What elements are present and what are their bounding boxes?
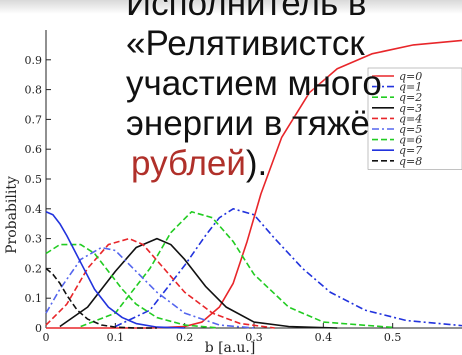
chart-legend: q=0q=1q=2q=3q=4q=5q=6q=7q=8 (367, 67, 462, 170)
series-line-q6 (45, 243, 220, 329)
x-tick-label: 0.2 (176, 331, 194, 344)
legend-entry: q=1 (399, 81, 422, 94)
chart-axes: 0 0.1 0.2 0.3 0.4 0.5 0 0.1 0.2 0.3 0.4 0.5 0.6 0.7 0.… (25, 30, 462, 344)
y-tick-label: 0 (35, 322, 42, 335)
legend-entry: q=0 (399, 70, 422, 83)
series-line-q1 (114, 208, 462, 328)
y-tick-label: 0.5 (25, 173, 43, 186)
series-line-q2 (80, 210, 393, 329)
overlay-line-1: Исполнитель в (126, 0, 367, 23)
y-tick-label: 0.3 (25, 233, 43, 246)
slide-top-decoration (0, 0, 462, 14)
legend-entry: q=7 (399, 144, 422, 157)
y-tick-label: 0.4 (25, 203, 43, 216)
x-tick-label: 0.4 (315, 331, 333, 344)
y-tick-label: 0.9 (25, 54, 43, 67)
legend-entry: q=5 (399, 123, 422, 136)
series-line-q5 (45, 246, 255, 329)
x-tick-label: 0.3 (245, 331, 263, 344)
legend-entry: q=3 (399, 102, 422, 115)
overlay-line-5-tail: ). (245, 144, 268, 183)
slide-text-overlay: Исполнитель в «Релятивистск участием мно… (126, 0, 462, 184)
y-tick-label: 0.7 (25, 113, 43, 126)
series-line-q4 (45, 237, 275, 329)
x-tick-label: 0 (43, 331, 50, 344)
chart-series (45, 39, 462, 329)
legend-entry: q=6 (399, 134, 422, 147)
y-tick-label: 0.2 (25, 262, 43, 275)
series-line-q7 (45, 211, 185, 329)
x-axis-label: b [a.u.] (205, 340, 256, 355)
y-tick-label: 0.1 (25, 292, 43, 305)
overlay-line-5: рублей). (126, 144, 462, 184)
legend-entry: q=4 (399, 112, 422, 125)
y-tick-label: 0.8 (25, 84, 43, 97)
y-axis-label: Probability (4, 176, 20, 254)
legend-entry: q=8 (399, 155, 422, 168)
overlay-line-4: энергии в тяжё (126, 104, 370, 143)
overlay-line-2: «Релятивистск (126, 24, 365, 63)
rubles-link[interactable]: рублей (131, 144, 246, 183)
y-tick-label: 0.6 (25, 143, 43, 156)
x-tick-label: 0.5 (384, 331, 402, 344)
x-tick-label: 0.1 (107, 331, 125, 344)
overlay-line-3: участием много (126, 64, 382, 103)
series-line-q8 (45, 267, 157, 329)
legend-entry: q=2 (399, 91, 422, 104)
series-line-q3 (59, 237, 338, 329)
